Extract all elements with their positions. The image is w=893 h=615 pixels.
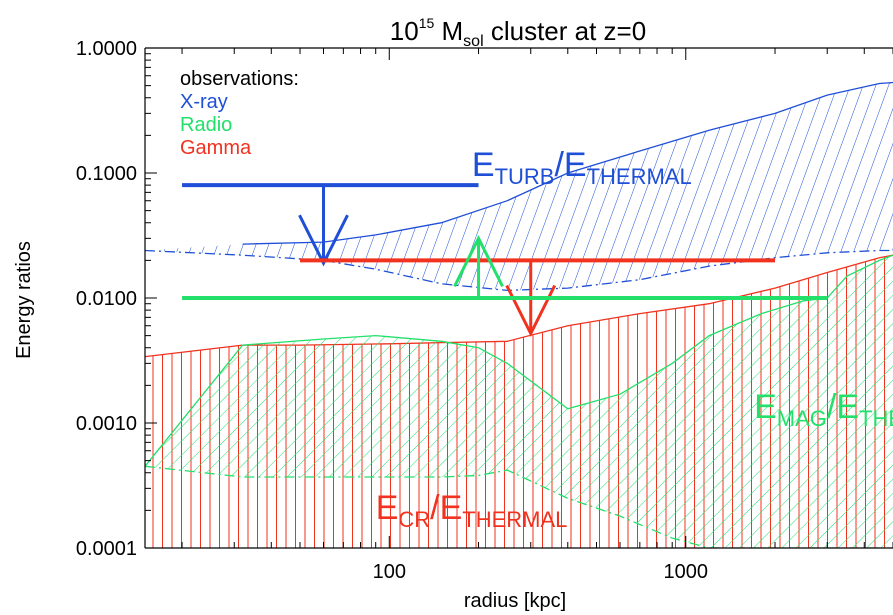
x-axis-title: radius [kpc]: [464, 590, 566, 612]
y-tick-label: 0.1000: [76, 163, 137, 185]
x-tick-label: 100: [373, 561, 406, 583]
regions-layer: [145, 83, 893, 549]
title-superscript: 15: [419, 15, 435, 31]
legend-entry-gamma: Gamma: [180, 137, 252, 159]
y-tick-label: 1.0000: [76, 38, 137, 60]
x-tick-label: 1000: [664, 561, 709, 583]
y-axis-title: Energy ratios: [13, 241, 35, 359]
legend-header: observations:: [180, 68, 299, 90]
legend-entry-xray: X-ray: [180, 91, 228, 113]
y-tick-label: 0.0001: [76, 538, 137, 560]
title-subscript: sol: [463, 33, 483, 50]
y-tick-label: 0.0100: [76, 288, 137, 310]
y-tick-label: 0.0010: [76, 413, 137, 435]
legend: observations: X-ray Radio Gamma: [180, 68, 299, 159]
chart-title: 1015 Msol cluster at z=0: [390, 15, 646, 50]
legend-entry-radio: Radio: [180, 114, 232, 136]
